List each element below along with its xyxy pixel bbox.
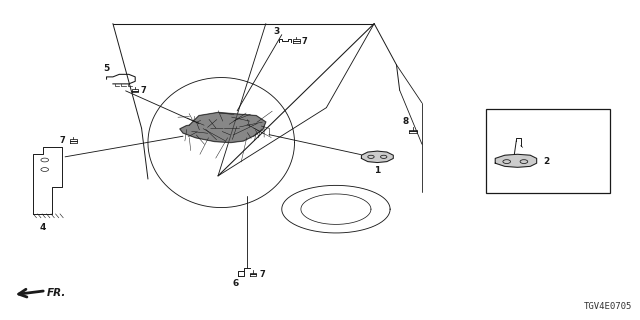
Text: 4: 4 (40, 223, 46, 232)
Text: 2: 2 (543, 157, 549, 166)
Bar (486, 109, 610, 193)
Polygon shape (495, 154, 537, 167)
Text: 7: 7 (60, 136, 65, 146)
Polygon shape (362, 151, 394, 163)
Text: 7: 7 (259, 270, 265, 279)
Text: 6: 6 (233, 279, 239, 288)
Polygon shape (180, 112, 266, 142)
Text: 7: 7 (140, 86, 146, 95)
Text: 1: 1 (374, 166, 380, 175)
Text: TGV4E0705: TGV4E0705 (584, 302, 632, 311)
Text: 8: 8 (403, 117, 409, 126)
Text: FR.: FR. (47, 288, 67, 298)
Text: 7: 7 (301, 36, 307, 45)
Text: 5: 5 (104, 64, 109, 73)
Text: 3: 3 (273, 27, 280, 36)
